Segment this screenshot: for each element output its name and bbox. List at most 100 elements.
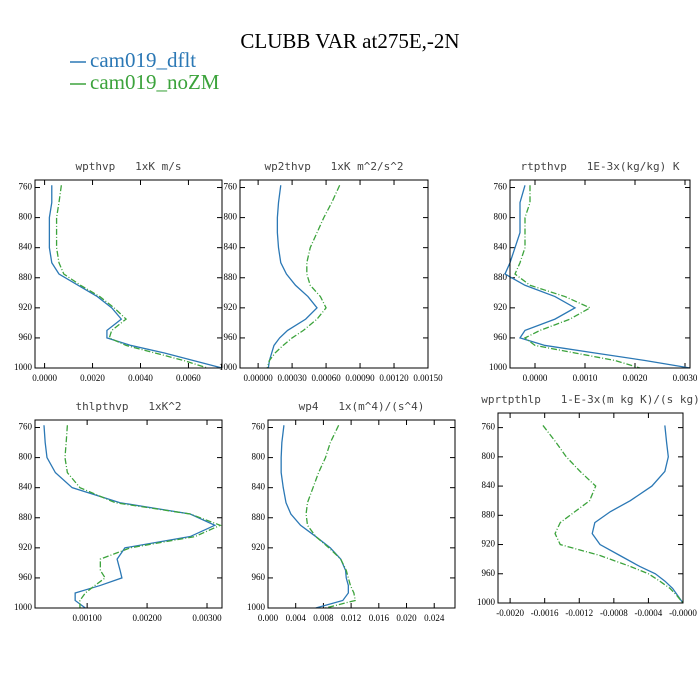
y-tick-label: 920 (482, 539, 496, 549)
series-line (267, 185, 318, 369)
y-tick-label: 840 (19, 482, 33, 492)
y-tick-label: 840 (224, 242, 238, 252)
x-tick-label: 0.00060 (311, 373, 341, 383)
plot-frame (267, 419, 456, 609)
y-tick-label: 960 (19, 572, 33, 582)
legend-label: cam019_dflt (90, 48, 196, 72)
figure-title: CLUBB VAR at275E,-2N (240, 29, 459, 53)
y-tick-label: 960 (494, 332, 508, 342)
y-tick-label: 880 (482, 509, 496, 519)
subplot-title: thlpthvp 1xK^2 (76, 400, 182, 413)
x-tick-label: 0.024 (424, 613, 445, 623)
x-tick-label: 0.00300 (192, 613, 222, 623)
series-line (55, 185, 208, 369)
x-tick-label: 0.0030 (673, 373, 698, 383)
y-tick-label: 1000 (14, 602, 33, 612)
x-tick-label: 0.020 (396, 613, 417, 623)
y-tick-label: 840 (252, 482, 266, 492)
x-tick-label: -0.0004 (635, 608, 663, 618)
y-tick-label: 880 (494, 272, 508, 282)
plot-frame (239, 179, 429, 369)
x-tick-label: -0.0012 (565, 608, 593, 618)
y-tick-label: 760 (494, 182, 508, 192)
y-tick-label: 800 (494, 212, 508, 222)
x-tick-label: 0.0000 (523, 373, 548, 383)
y-tick-label: 920 (252, 542, 266, 552)
series-line (542, 425, 684, 604)
series-line (305, 424, 357, 609)
subplot-title: rtpthvp 1E-3x(kg/kg) K (521, 160, 680, 173)
series-line (280, 425, 349, 609)
y-tick-label: 960 (19, 332, 33, 342)
y-tick-label: 840 (19, 242, 33, 252)
y-tick-label: 960 (224, 332, 238, 342)
x-tick-label: -0.0020 (496, 608, 524, 618)
y-tick-label: 840 (482, 480, 496, 490)
x-tick-label: 0.00030 (277, 373, 307, 383)
series-line (591, 425, 684, 604)
y-tick-label: 1000 (219, 362, 238, 372)
y-tick-label: 800 (482, 451, 496, 461)
x-tick-label: 0.000 (258, 613, 279, 623)
y-tick-label: 920 (224, 302, 238, 312)
y-tick-label: 760 (252, 422, 266, 432)
x-tick-label: 0.008 (313, 613, 334, 623)
series-line (48, 185, 223, 369)
x-tick-label: 0.012 (341, 613, 361, 623)
y-tick-label: 760 (482, 422, 496, 432)
x-tick-label: 0.0010 (573, 373, 598, 383)
x-tick-label: 0.00200 (132, 613, 162, 623)
series-line (266, 184, 341, 369)
y-tick-label: 920 (19, 302, 33, 312)
y-tick-label: 1000 (247, 602, 266, 612)
x-tick-label: -0.0016 (531, 608, 559, 618)
y-tick-label: 840 (494, 242, 508, 252)
x-tick-label: -0.0000 (669, 608, 697, 618)
x-tick-label: 0.0000 (32, 373, 57, 383)
plot-frame (34, 419, 223, 609)
x-tick-label: 0.00100 (73, 613, 103, 623)
plot-frame (34, 179, 223, 369)
y-tick-label: 800 (19, 212, 33, 222)
x-tick-label: 0.00150 (413, 373, 443, 383)
y-tick-label: 800 (19, 452, 33, 462)
legend-label: cam019_noZM (90, 70, 220, 94)
series-line (514, 185, 641, 369)
y-tick-label: 920 (494, 302, 508, 312)
series-line (504, 185, 691, 369)
x-tick-label: 0.00000 (243, 373, 273, 383)
x-tick-label: -0.0008 (600, 608, 628, 618)
y-tick-label: 880 (252, 512, 266, 522)
y-tick-label: 960 (482, 568, 496, 578)
y-tick-label: 960 (252, 572, 266, 582)
series-line (43, 425, 217, 609)
series-line (64, 425, 222, 608)
y-tick-label: 880 (19, 512, 33, 522)
x-tick-label: 0.004 (286, 613, 307, 623)
y-tick-label: 760 (19, 182, 33, 192)
y-tick-label: 1000 (489, 362, 508, 372)
subplot-title: wpthvp 1xK m/s (76, 160, 182, 173)
x-tick-label: 0.0020 (623, 373, 648, 383)
y-tick-label: 760 (19, 422, 33, 432)
x-tick-label: 0.0020 (80, 373, 105, 383)
subplot-title: wprtpthlp 1-E-3x(m kg K)/(s kg) (481, 393, 700, 406)
y-tick-label: 800 (224, 212, 238, 222)
x-tick-label: 0.0060 (176, 373, 201, 383)
x-tick-label: 0.00120 (379, 373, 409, 383)
y-tick-label: 1000 (14, 362, 33, 372)
x-tick-label: 0.016 (369, 613, 390, 623)
y-tick-label: 920 (19, 542, 33, 552)
y-tick-label: 800 (252, 452, 266, 462)
subplot-title: wp2thvp 1xK m^2/s^2 (264, 160, 403, 173)
plot-frame (497, 412, 684, 604)
y-tick-label: 880 (19, 272, 33, 282)
x-tick-label: 0.00090 (345, 373, 375, 383)
plot-frame (509, 179, 691, 369)
y-tick-label: 1000 (477, 597, 496, 607)
x-tick-label: 0.0040 (128, 373, 153, 383)
y-tick-label: 760 (224, 182, 238, 192)
y-tick-label: 880 (224, 272, 238, 282)
subplot-title: wp4 1x(m^4)/(s^4) (299, 400, 425, 413)
